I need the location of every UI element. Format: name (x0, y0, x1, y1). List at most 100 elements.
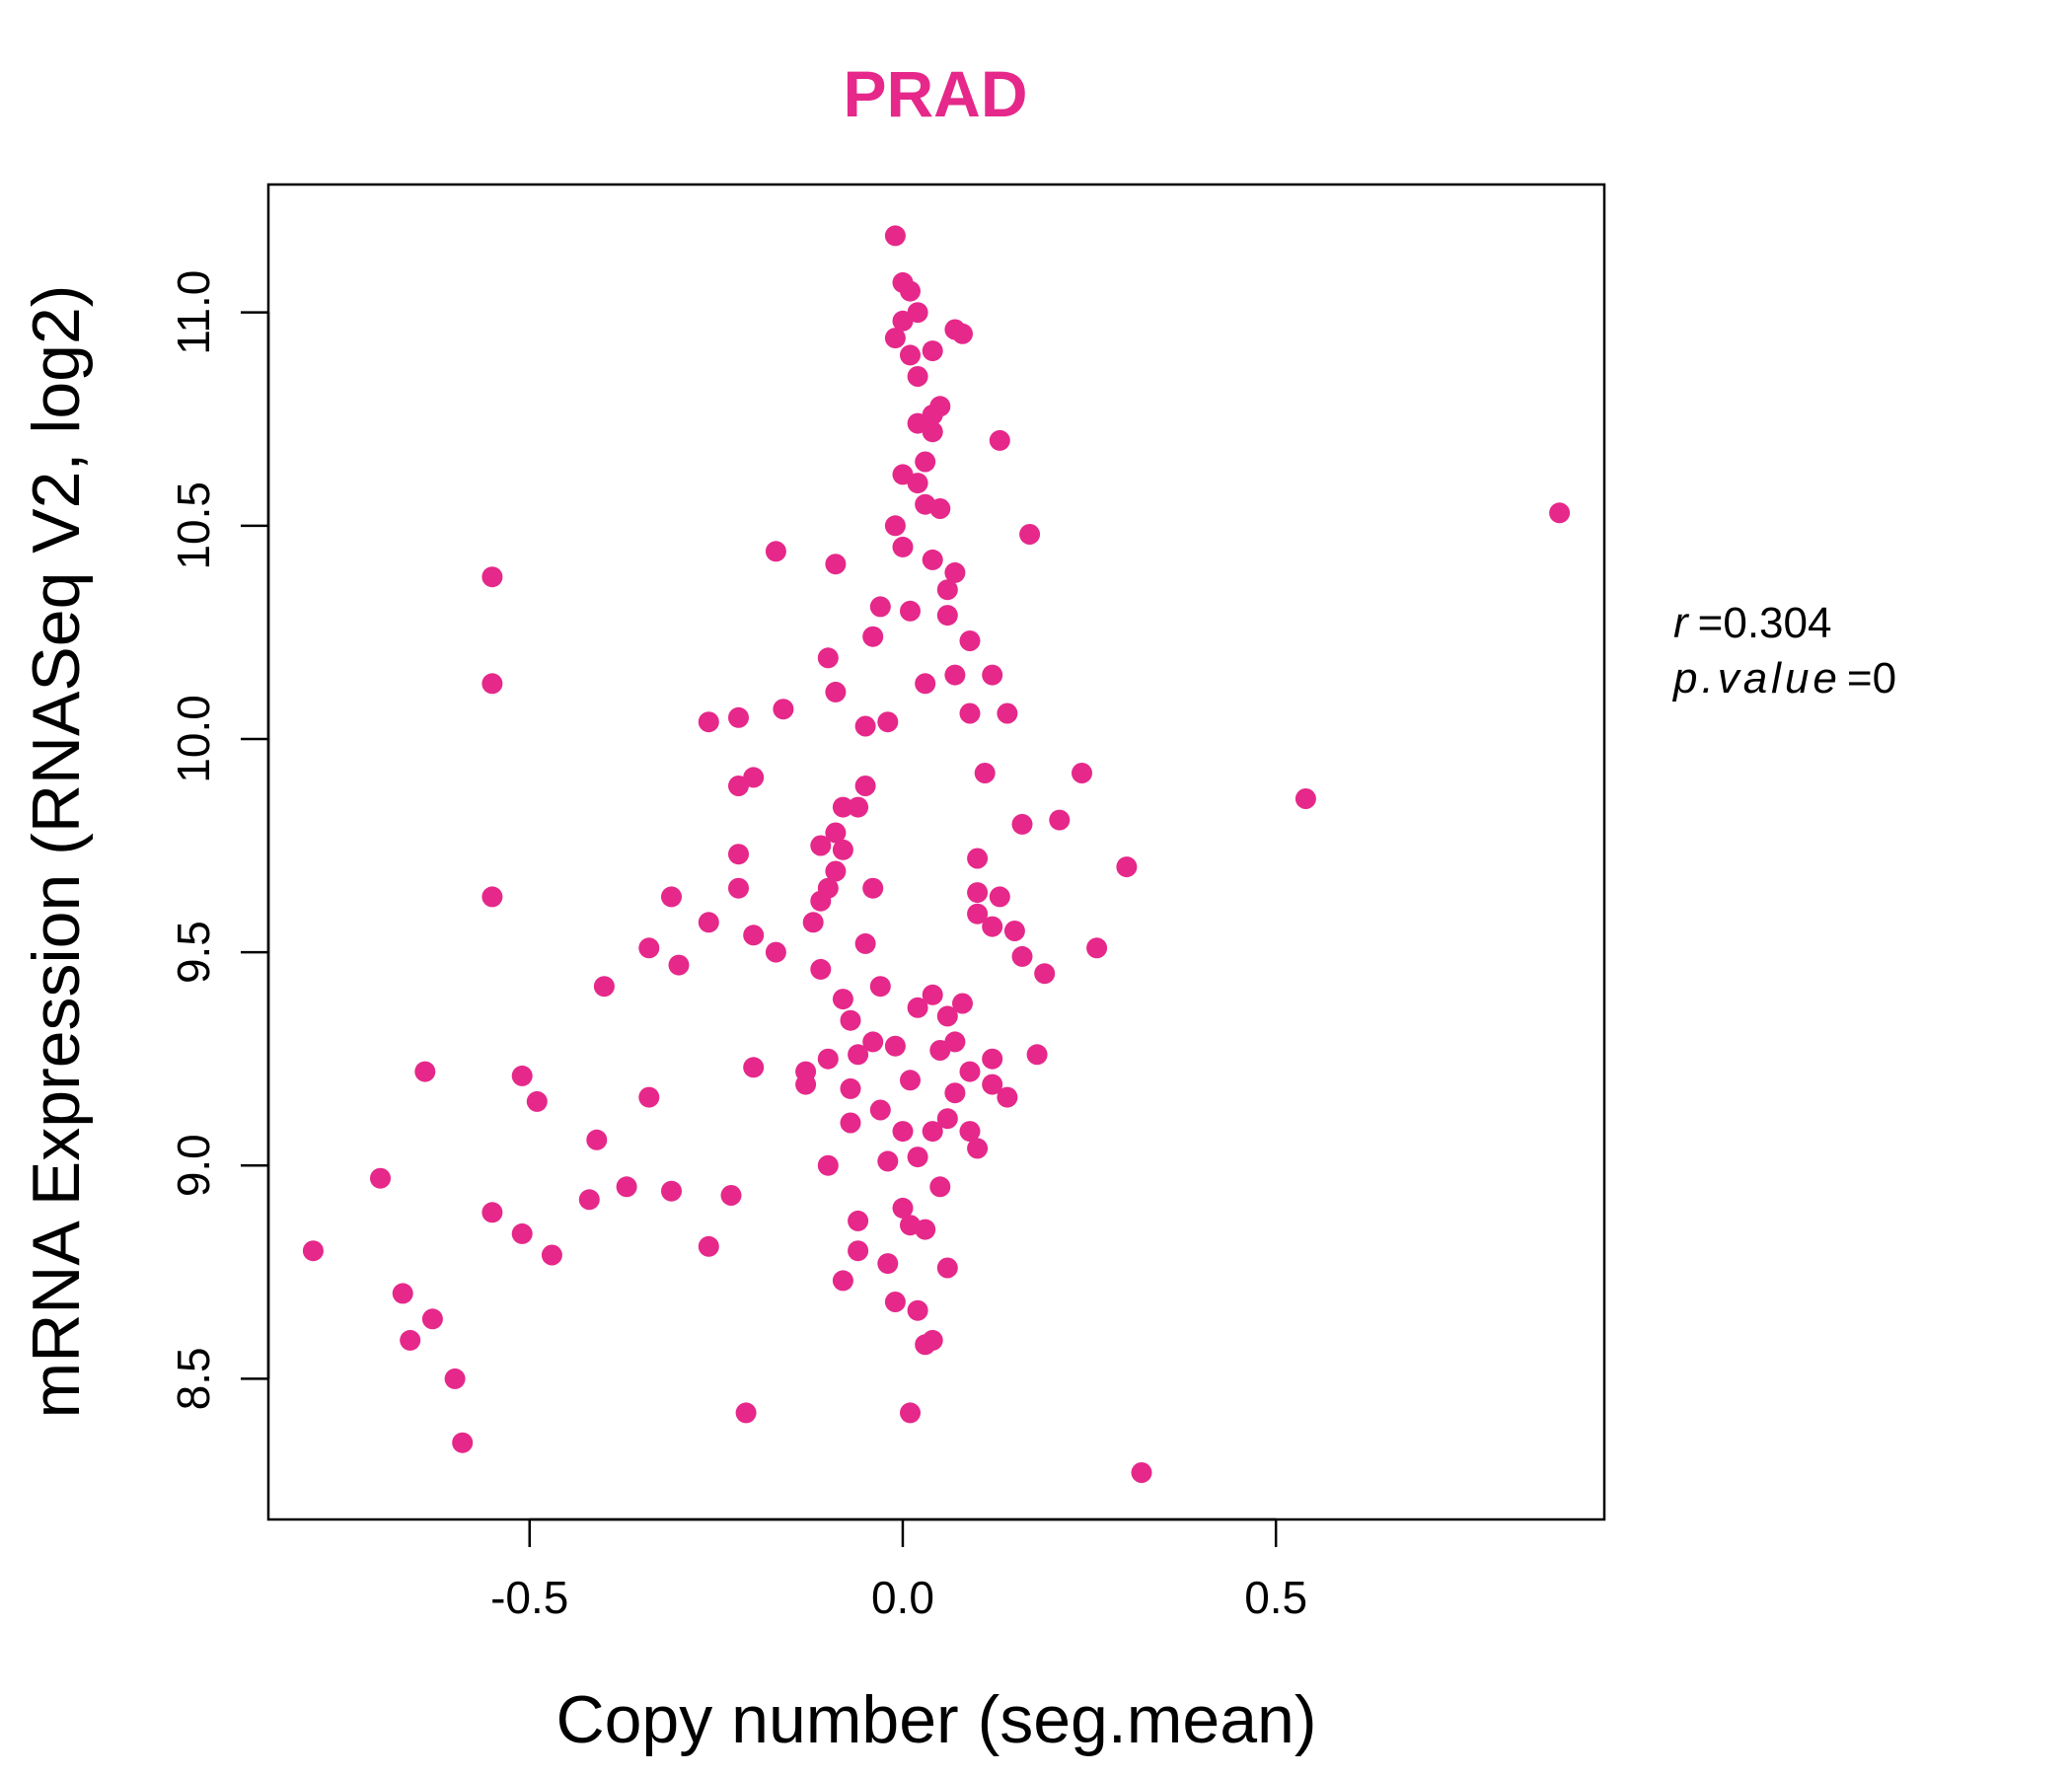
data-point-25 (967, 1138, 989, 1159)
data-point-114 (810, 890, 832, 912)
data-point-64 (907, 1299, 928, 1321)
data-point-67 (900, 600, 921, 622)
data-point-36 (944, 1082, 966, 1104)
data-point-152 (444, 1368, 466, 1389)
data-point-76 (892, 1197, 914, 1219)
data-point-29 (959, 1121, 981, 1143)
p-symbol: p.value (1671, 654, 1841, 703)
data-point-109 (817, 647, 839, 669)
data-point-23 (967, 882, 989, 904)
data-point-70 (900, 1215, 921, 1236)
data-point-90 (862, 1031, 884, 1053)
data-point-40 (936, 1108, 958, 1130)
data-point-27 (959, 703, 981, 724)
data-point-100 (840, 1112, 861, 1134)
data-point-129 (728, 776, 749, 796)
x-tick-label: -0.5 (490, 1572, 568, 1623)
data-point-91 (854, 715, 876, 737)
plot-area-frame (266, 183, 1606, 1521)
data-point-21 (974, 763, 996, 783)
data-point-18 (982, 916, 1003, 937)
data-point-50 (922, 984, 943, 1005)
data-point-150 (481, 1202, 503, 1223)
data-point-96 (848, 1240, 869, 1262)
data-point-99 (840, 1077, 861, 1099)
data-point-39 (936, 1005, 958, 1027)
data-point-54 (915, 493, 936, 515)
data-point-104 (832, 1270, 853, 1292)
data-point-15 (989, 429, 1010, 451)
data-point-38 (936, 605, 958, 627)
data-point-156 (392, 1283, 413, 1304)
data-point-57 (915, 1334, 936, 1356)
data-point-95 (848, 1044, 869, 1066)
data-point-93 (854, 932, 876, 954)
data-point-79 (884, 515, 906, 537)
data-point-31 (952, 993, 973, 1014)
data-point-4 (1086, 937, 1108, 959)
data-point-66 (900, 344, 921, 366)
r-value: 0.304 (1723, 599, 1831, 647)
data-point-94 (848, 796, 869, 818)
data-point-130 (720, 1185, 742, 1206)
data-point-92 (854, 776, 876, 796)
data-point-86 (869, 976, 891, 998)
data-point-119 (773, 699, 794, 720)
y-axis-label: mRNA Expression (RNASeq V2, log2) (19, 285, 94, 1419)
data-point-9 (1019, 524, 1041, 545)
data-point-14 (997, 1086, 1018, 1108)
data-point-71 (892, 271, 914, 293)
data-point-0 (1549, 502, 1571, 524)
data-point-45 (929, 1176, 951, 1198)
data-point-132 (698, 1235, 719, 1257)
correlation-annotation: r =0.304 p.value =0 (1671, 599, 1896, 703)
data-point-6 (1049, 809, 1071, 831)
data-point-85 (869, 596, 891, 618)
data-point-53 (915, 451, 936, 473)
data-point-115 (810, 958, 832, 980)
data-point-10 (1011, 813, 1033, 835)
data-point-22 (967, 848, 989, 869)
data-point-26 (959, 630, 981, 651)
data-point-135 (661, 886, 682, 908)
data-point-121 (765, 941, 786, 963)
p-annotation: p.value =0 (1671, 654, 1896, 703)
data-point-62 (907, 997, 928, 1018)
data-point-41 (936, 1257, 958, 1279)
data-point-131 (698, 711, 719, 733)
data-point-140 (593, 976, 615, 998)
data-point-147 (481, 886, 503, 908)
data-point-103 (832, 989, 853, 1010)
y-tick-label: 9.0 (168, 1134, 219, 1197)
y-tick-label: 11.0 (168, 270, 219, 355)
data-point-87 (869, 1099, 891, 1121)
data-point-32 (944, 319, 966, 340)
data-point-97 (848, 1210, 869, 1231)
data-point-7 (1034, 963, 1056, 985)
data-point-19 (982, 1048, 1003, 1070)
data-point-63 (907, 1147, 928, 1168)
data-point-102 (832, 839, 853, 860)
data-point-49 (922, 549, 943, 570)
data-point-128 (728, 877, 749, 899)
data-point-145 (511, 1222, 533, 1244)
data-point-111 (817, 1048, 839, 1070)
data-point-142 (578, 1189, 600, 1211)
data-point-13 (997, 703, 1018, 724)
data-point-151 (452, 1432, 474, 1453)
p-value: 0 (1873, 654, 1896, 703)
r-annotation: r =0.304 (1673, 599, 1831, 647)
data-point-69 (900, 1402, 921, 1424)
data-point-136 (661, 1180, 682, 1202)
data-point-127 (728, 844, 749, 865)
data-point-133 (698, 912, 719, 933)
data-point-89 (862, 877, 884, 899)
data-point-20 (982, 1073, 1003, 1095)
data-point-88 (862, 626, 884, 647)
data-point-106 (825, 822, 847, 844)
data-point-155 (400, 1329, 421, 1351)
data-point-134 (668, 954, 690, 976)
data-point-112 (817, 1154, 839, 1176)
data-point-28 (959, 1061, 981, 1082)
